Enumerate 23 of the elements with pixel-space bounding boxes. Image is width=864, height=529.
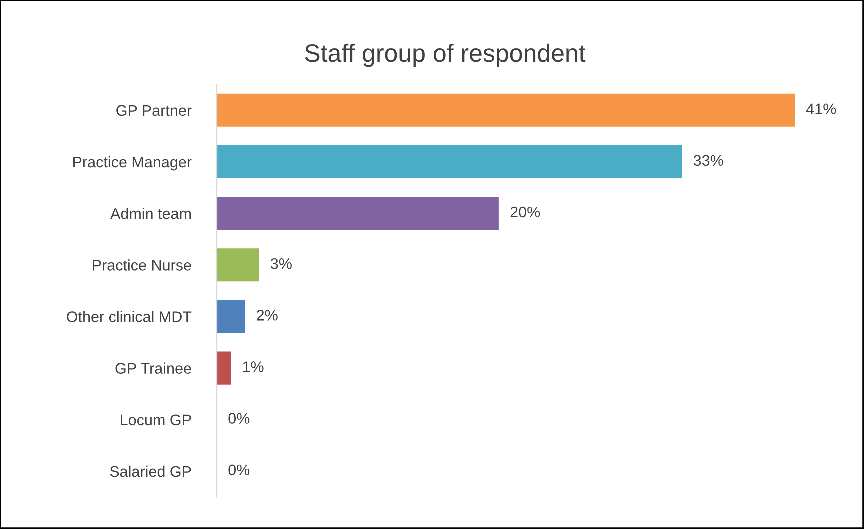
bar (217, 94, 795, 127)
chart-title: Staff group of respondent (305, 44, 586, 68)
data-label: 0% (228, 464, 250, 476)
bar (217, 197, 499, 230)
data-label: 20% (510, 206, 540, 218)
y-tick-label: Practice Manager (74, 156, 192, 171)
y-tick-label: Admin team (110, 208, 191, 220)
y-tick-label: Salaried GP (110, 466, 192, 478)
y-tick-label: GP Partner (116, 105, 192, 116)
data-label: 41% (806, 104, 836, 114)
data-label: 33% (694, 155, 724, 166)
data-label: 0% (228, 413, 250, 424)
y-tick-label: Practice Nurse (93, 260, 192, 271)
data-label: 1% (243, 362, 264, 372)
data-label: 2% (257, 310, 278, 321)
data-label: 3% (270, 258, 292, 270)
bar (217, 300, 246, 334)
y-tick-label: Other clinical MDT (67, 311, 192, 322)
y-tick-label: GP Trainee (116, 362, 192, 374)
bar (217, 352, 232, 385)
y-tick-label: Locum GP (121, 414, 192, 426)
bar (217, 248, 260, 282)
bar (217, 146, 682, 179)
